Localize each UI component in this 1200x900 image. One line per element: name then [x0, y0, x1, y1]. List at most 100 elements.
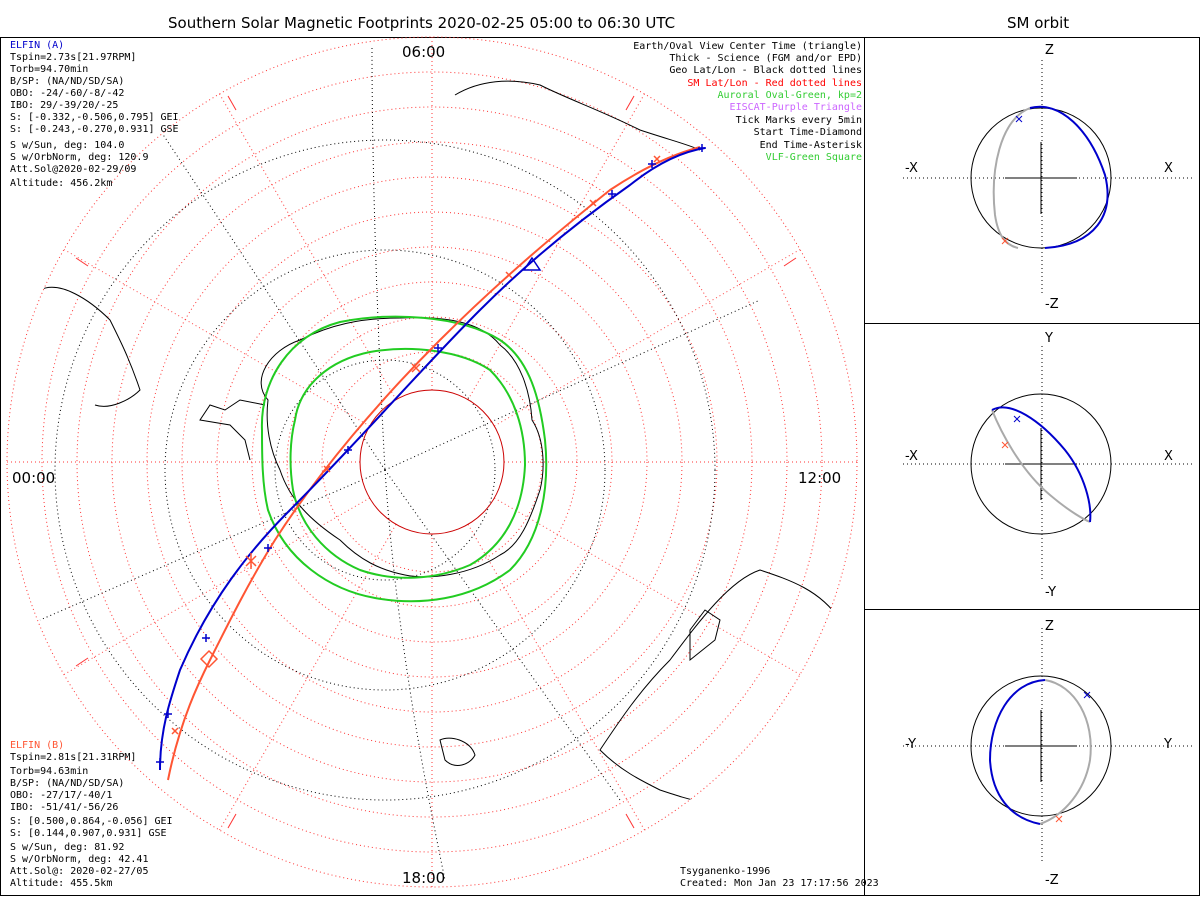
view-center-triangle	[522, 256, 542, 271]
polar-map	[7, 37, 857, 887]
elfin-a-line: OBO: -24/-60/-8/-42	[10, 88, 125, 99]
end-asterisk-b-3	[1055, 815, 1063, 823]
geo-meridian-1	[371, 47, 386, 471]
legend-item: End Time-Asterisk	[759, 140, 862, 151]
tick-a-5	[344, 446, 352, 454]
elfin-b-line: S: [0.500,0.864,-0.056] GEI	[10, 816, 173, 827]
orbit-2-left: -X	[905, 449, 918, 464]
legend-item: VLF-Green Square	[765, 152, 862, 163]
coastlines	[39, 59, 842, 805]
orbit-2-right: X	[1164, 449, 1173, 464]
elfin-a-line: Tspin=2.73s[21.97RPM]	[10, 52, 137, 63]
orbit-panel-xy	[903, 346, 1192, 582]
tick-b-3	[323, 465, 331, 473]
auroral-ovals	[260, 315, 548, 603]
south-america-outline-2	[39, 286, 141, 407]
outer-tick-5	[227, 813, 237, 829]
outer-tick-6	[75, 657, 89, 667]
sm-inner-circle	[359, 389, 505, 535]
island-outline	[689, 609, 721, 662]
elfin-b-track	[167, 146, 701, 781]
clock-label-right: 12:00	[798, 469, 842, 487]
orbit-2-bottom: -Y	[1045, 585, 1057, 600]
geo-meridian-5	[39, 469, 386, 621]
orbit-3-bottom: -Z	[1045, 873, 1059, 888]
legend-item: SM Lat/Lon - Red dotted lines	[687, 78, 862, 89]
elfin-a-line: Altitude: 456.2km	[10, 178, 113, 189]
tick-b-7	[653, 155, 661, 163]
outer-tick-1	[227, 95, 237, 111]
legend-item: Tick Marks every 5min	[735, 115, 862, 126]
auroral-oval-outer	[260, 315, 548, 603]
australia-outline	[599, 569, 842, 805]
legend-item: Auroral Oval-Green, kp=2	[717, 90, 863, 101]
legend-item: EISCAT-Purple Triangle	[729, 102, 862, 113]
sm-ring-5	[181, 211, 683, 713]
tick-b-6	[589, 199, 597, 207]
earth-circle-3	[970, 675, 1112, 817]
orbit-3-left: -Y	[905, 737, 917, 752]
tick-b-5	[505, 271, 513, 279]
elfin-a-line: S: [-0.332,-0.506,0.795] GEI	[10, 112, 179, 123]
tick-a-9	[698, 144, 706, 152]
elfin-b-line: Tspin=2.81s[21.31RPM]	[10, 752, 137, 763]
orbit-2-top: Y	[1045, 331, 1053, 346]
antarctic-peninsula	[199, 399, 266, 461]
elfin-b-line: OBO: -27/17/-40/1	[10, 790, 113, 801]
sm-radial-3	[467, 524, 648, 835]
elfin-b-line: Altitude: 455.5km	[10, 878, 113, 889]
elfin-a-line: S: [-0.243,-0.270,0.931] GSE	[10, 124, 179, 135]
sm-radial-12	[494, 246, 805, 427]
orbit-3-right: Y	[1164, 737, 1172, 752]
tick-b-1	[171, 727, 179, 735]
sm-radial-8	[59, 246, 370, 427]
legend-item: Geo Lat/Lon - Black dotted lines	[669, 65, 862, 76]
elfin-b-line: B/SP: (NA/ND/SD/SA)	[10, 778, 125, 789]
sm-ring-4	[216, 246, 648, 678]
elfin-a-track	[159, 147, 706, 771]
geo-parallel-1	[274, 359, 496, 581]
tick-b-2	[245, 553, 257, 569]
geo-meridian-4	[384, 469, 621, 801]
earth-circle-2	[970, 393, 1112, 535]
orbit-3-top: Z	[1045, 619, 1054, 634]
orbit-grey-3	[1039, 679, 1092, 825]
orbit-grey-2	[991, 409, 1091, 523]
sm-ring-3	[251, 281, 613, 643]
clock-label-top: 06:00	[402, 43, 446, 61]
geo-meridian-3	[159, 129, 386, 471]
end-asterisk-a-1	[1015, 115, 1023, 123]
clock-label-left: 00:00	[12, 469, 56, 487]
orbit-panel-yz	[903, 628, 1192, 864]
sm-radial-2	[494, 497, 805, 678]
geo-parallel-3	[54, 139, 716, 801]
geo-grid-lines	[39, 47, 761, 881]
elfin-b-name: ELFIN (B)	[10, 740, 65, 751]
elfin-a-line: IBO: 29/-39/20/-25	[10, 100, 119, 111]
sm-radial-11	[467, 89, 648, 400]
geo-meridian-6	[384, 299, 761, 471]
outer-tick-4	[783, 257, 797, 267]
earth-circle-1	[970, 107, 1112, 249]
orbit-blue-3	[988, 679, 1046, 825]
outer-tick-3	[625, 95, 635, 111]
legend-item: Start Time-Diamond	[753, 127, 862, 138]
tick-a-4	[264, 544, 272, 552]
tick-a-7	[608, 190, 616, 198]
outer-tick-7	[625, 813, 635, 829]
africa-outline	[454, 80, 701, 151]
geo-meridian-2	[384, 469, 446, 881]
plot-title: Southern Solar Magnetic Footprints 2020-…	[168, 14, 676, 32]
end-asterisk-a-3	[1083, 691, 1091, 699]
end-asterisk-b-1	[1001, 237, 1009, 245]
sm-ring-1	[321, 351, 543, 573]
orbit-1-right: X	[1164, 161, 1173, 176]
sm-ring-6	[146, 176, 718, 748]
orbit-1-bottom: -Z	[1045, 297, 1059, 312]
tick-a-2	[164, 710, 172, 718]
orbit-blue-2	[991, 406, 1092, 523]
orbit-title: SM orbit	[1007, 14, 1070, 32]
elfin-a-line: Att.Sol@2020-02-29/09	[10, 164, 137, 175]
